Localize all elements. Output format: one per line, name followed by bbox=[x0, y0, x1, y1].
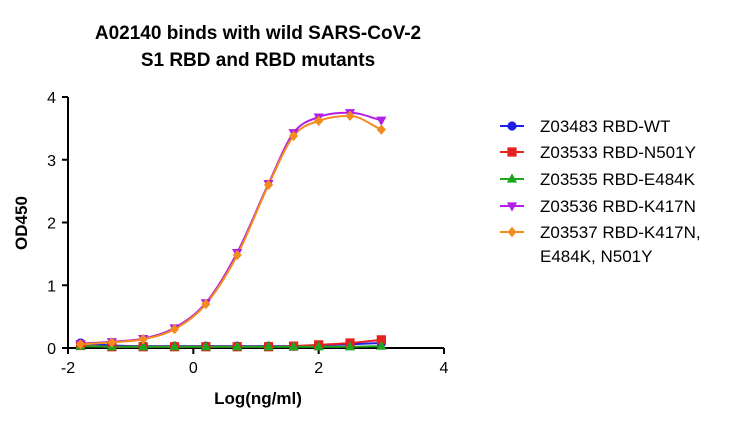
y-axis-title: OD450 bbox=[12, 196, 31, 250]
legend-marker-1 bbox=[507, 147, 517, 157]
y-tick-label: 1 bbox=[47, 278, 56, 295]
series-2-point bbox=[169, 341, 180, 351]
series-4-point bbox=[314, 115, 324, 126]
series-2-point bbox=[263, 341, 274, 351]
legend-label-4: Z03537 RBD-K417N, E484K, N501Y bbox=[540, 223, 701, 266]
series-2-point bbox=[232, 341, 243, 351]
legend: Z03483 RBD-WT Z03533 RBD-N501Y Z03535 RBD-… bbox=[500, 117, 701, 266]
x-tick-label: 2 bbox=[314, 360, 323, 377]
series-2-point bbox=[344, 341, 356, 351]
legend-marker-2 bbox=[506, 173, 518, 183]
series-4-point bbox=[169, 324, 180, 335]
series-4-point bbox=[289, 130, 299, 142]
series-1-point bbox=[376, 335, 386, 345]
y-tick-label: 3 bbox=[47, 153, 56, 170]
legend-label-3: Z03536 RBD-K417N bbox=[540, 197, 696, 216]
legend-marker-3 bbox=[506, 202, 518, 212]
plot-area: -2 0 2 4 0 1 2 3 4 bbox=[47, 90, 448, 377]
legend-label-0: Z03483 RBD-WT bbox=[540, 117, 670, 136]
chart-title-line-1: A02140 binds with wild SARS-CoV-2 bbox=[95, 23, 421, 44]
x-tick-label: 0 bbox=[189, 360, 198, 377]
y-tick-label: 0 bbox=[47, 341, 56, 358]
series-2-point bbox=[288, 341, 299, 351]
series-2-curve bbox=[80, 345, 382, 348]
legend-label-1: Z03533 RBD-N501Y bbox=[540, 143, 696, 162]
x-tick-label: 4 bbox=[440, 360, 449, 377]
x-tick-label: -2 bbox=[61, 360, 75, 377]
series-4-curve bbox=[80, 114, 382, 346]
series-2-point bbox=[376, 340, 387, 350]
series-4-point bbox=[107, 337, 117, 348]
x-axis-title: Log(ng/ml) bbox=[214, 389, 302, 408]
series-3-curve bbox=[80, 111, 382, 345]
legend-label-2: Z03535 RBD-E484K bbox=[540, 170, 696, 189]
series-4-point bbox=[263, 179, 274, 190]
y-tick-label: 2 bbox=[47, 216, 56, 233]
series-4-point bbox=[75, 339, 86, 350]
chart-title-line-2: S1 RBD and RBD mutants bbox=[141, 50, 375, 71]
series-4-point bbox=[376, 124, 386, 135]
series-2-point bbox=[138, 341, 149, 351]
series-2-point bbox=[200, 341, 211, 351]
series-4-point bbox=[201, 298, 211, 310]
series-4-point bbox=[138, 334, 148, 345]
series-2-point bbox=[313, 341, 324, 351]
series-4-point bbox=[232, 250, 242, 261]
series-3-point bbox=[376, 116, 387, 126]
y-tick-label: 4 bbox=[47, 90, 56, 107]
legend-marker-0 bbox=[507, 121, 517, 131]
legend-marker-4 bbox=[507, 226, 517, 238]
series-4-point bbox=[345, 110, 355, 121]
